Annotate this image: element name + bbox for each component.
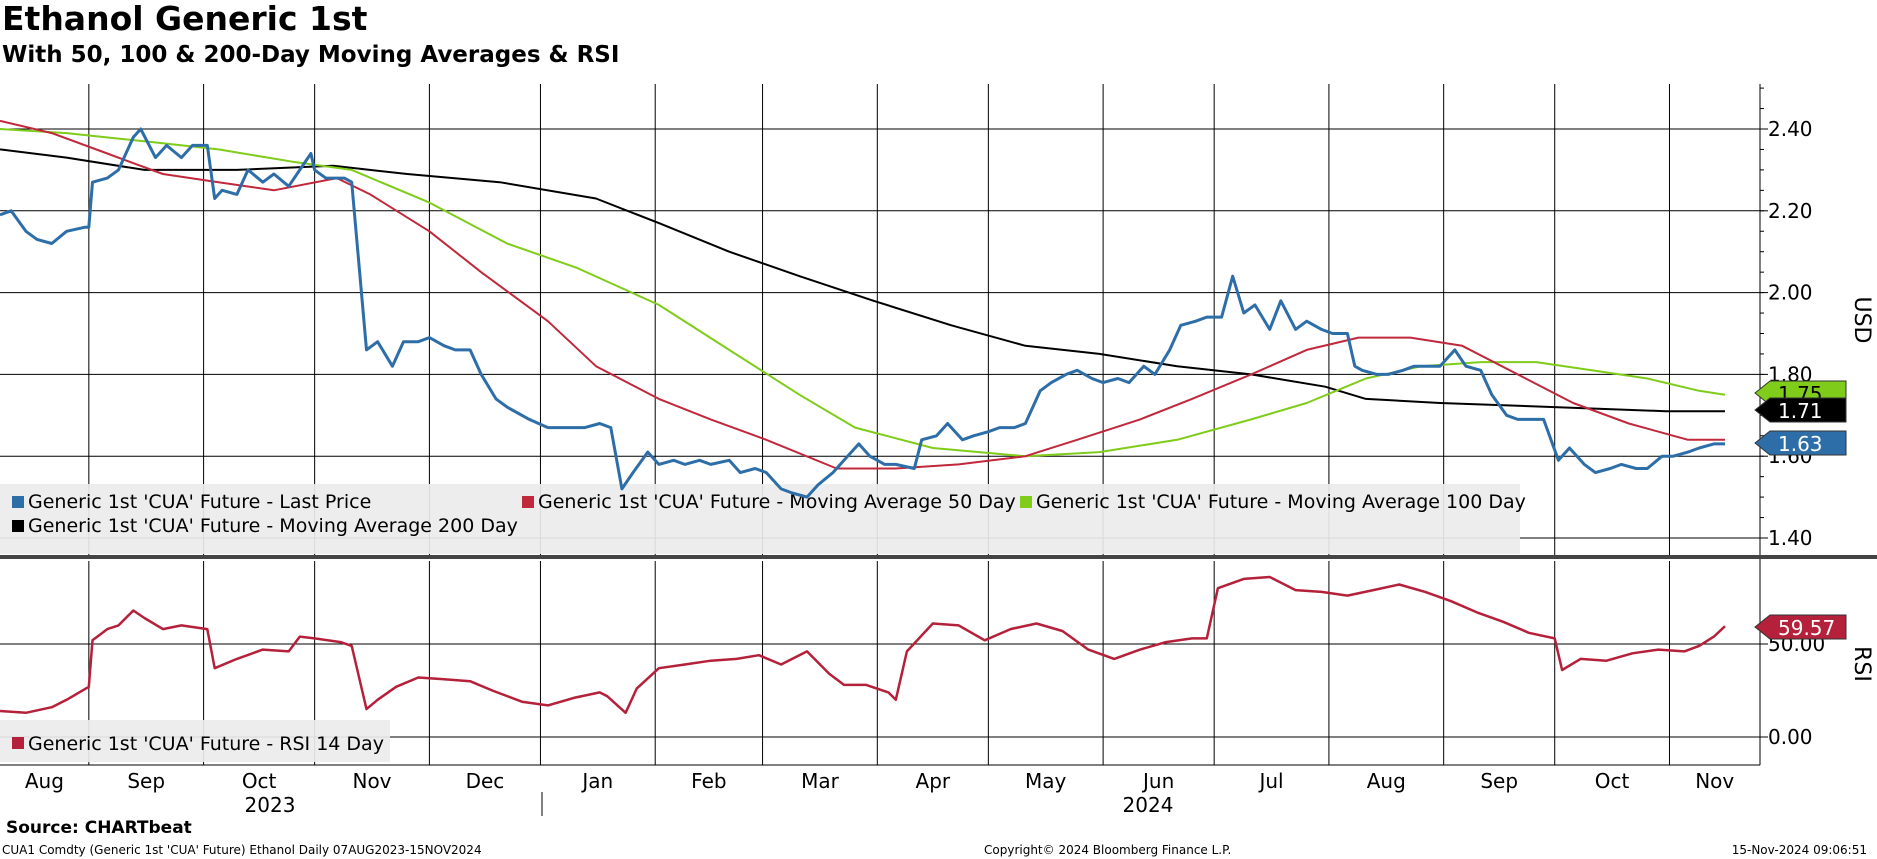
x-tick-label: Feb	[691, 769, 726, 793]
x-tick-label: Sep	[127, 769, 165, 793]
rsi-value-tag-text: 59.57	[1778, 616, 1835, 640]
price-legend-box	[0, 484, 1520, 554]
price-y-axis-title: USD	[1849, 296, 1874, 343]
rsi-y-tick-label: 0.00	[1768, 725, 1813, 749]
x-tick-label: Jan	[580, 769, 613, 793]
x-tick-label: Jul	[1257, 769, 1283, 793]
year-label-2024: 2024	[1123, 793, 1174, 817]
x-axis-labels: Aug Sep Oct Nov Dec Jan Feb Mar Apr May Jun Jul Aug S…	[25, 769, 1735, 793]
x-tick-label: Oct	[242, 769, 277, 793]
x-tick-label: Aug	[1367, 769, 1406, 793]
legend-swatch	[12, 737, 24, 749]
ma200-value-tag-shape	[1754, 397, 1847, 423]
x-tick-label: Mar	[801, 769, 840, 793]
vertical-gridlines	[88, 84, 1670, 765]
price-y-tick-label: 2.40	[1768, 117, 1813, 141]
chart-title: Ethanol Generic 1st	[2, 0, 368, 38]
source-label: Source: CHARTbeat	[6, 818, 192, 838]
last-price-line	[0, 127, 1725, 499]
rsi-line	[0, 575, 1726, 715]
rsi-value-tag-shape	[1754, 614, 1847, 640]
rsi-value-tag: 59.57	[1754, 614, 1847, 640]
timestamp: 15-Nov-2024 09:06:51	[1731, 843, 1867, 857]
price-legend: Generic 1st 'CUA' Future - Last Price Gen…	[0, 484, 1526, 554]
x-tick-label: Oct	[1595, 769, 1630, 793]
legend-label: Generic 1st 'CUA' Future - RSI 14 Day	[28, 733, 384, 755]
ticker-info: CUA1 Comdty (Generic 1st 'CUA' Future) E…	[2, 843, 482, 857]
price-y-tick-label: 2.20	[1768, 199, 1813, 223]
rsi-legend-box	[0, 720, 390, 762]
copyright: Copyright© 2024 Bloomberg Finance L.P.	[984, 843, 1232, 857]
x-tick-label: Dec	[466, 769, 505, 793]
horizontal-gridlines	[0, 128, 1760, 738]
last-price-value-tag: 1.63	[1754, 430, 1847, 456]
x-tick-label: Nov	[1695, 769, 1734, 793]
x-tick-label: Nov	[352, 769, 391, 793]
rsi-legend: Generic 1st 'CUA' Future - RSI 14 Day	[0, 720, 390, 762]
price-y-ticks: 2.402.202.001.801.601.40	[1760, 87, 1813, 550]
legend-swatch	[1020, 496, 1032, 508]
legend-label: Generic 1st 'CUA' Future - Last Price	[28, 491, 371, 513]
last-price-value-tag-shape	[1754, 430, 1847, 456]
ma200-value-tag: 1.71	[1754, 397, 1847, 423]
x-tick-label: May	[1025, 769, 1067, 793]
rsi-y-axis-title: RSI	[1849, 646, 1874, 682]
x-tick-label: Jun	[1141, 769, 1174, 793]
x-tick-label: Sep	[1480, 769, 1518, 793]
year-label-2023: 2023	[245, 793, 296, 817]
legend-swatch	[12, 520, 24, 532]
ma50-line	[0, 119, 1725, 470]
price-y-tick-label: 2.00	[1768, 281, 1813, 305]
legend-label: Generic 1st 'CUA' Future - Moving Averag…	[1036, 491, 1526, 513]
x-tick-label: Aug	[25, 769, 64, 793]
price-y-tick-label: 1.40	[1768, 526, 1813, 550]
legend-swatch	[12, 496, 24, 508]
legend-label: Generic 1st 'CUA' Future - Moving Averag…	[28, 515, 518, 537]
legend-swatch	[522, 496, 534, 508]
rsi-y-ticks: 50.000.00	[1760, 632, 1825, 749]
x-tick-label: Apr	[916, 769, 951, 793]
ma200-value-tag-text: 1.71	[1778, 399, 1823, 423]
legend-label: Generic 1st 'CUA' Future - Moving Averag…	[538, 491, 1016, 513]
last-price-value-tag-text: 1.63	[1778, 432, 1823, 456]
chart-subtitle: With 50, 100 & 200-Day Moving Averages &…	[2, 42, 620, 68]
